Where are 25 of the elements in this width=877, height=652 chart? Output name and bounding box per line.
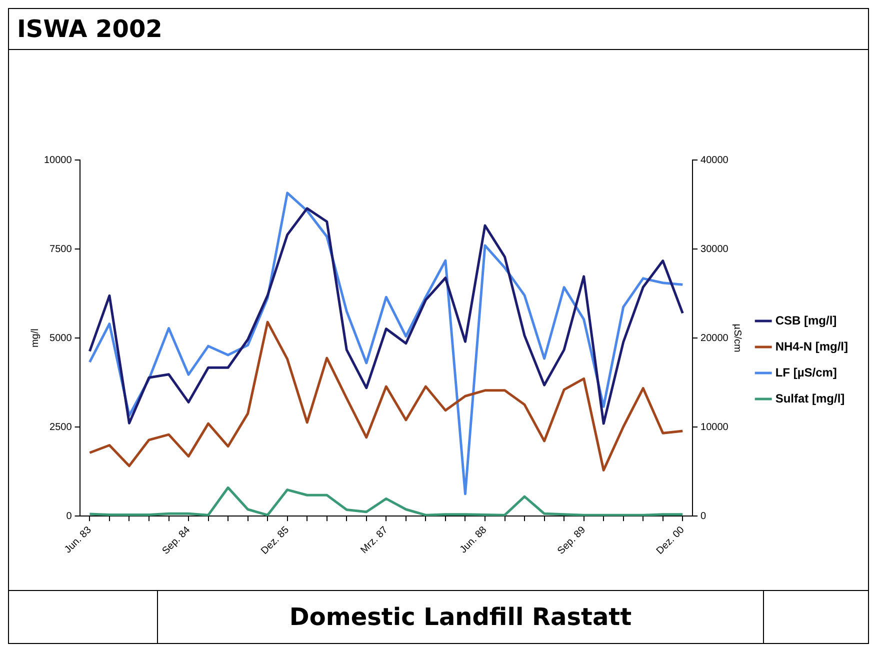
legend-label: Sulfat [mg/l] — [775, 391, 845, 406]
y2-axis-title: µS/cm — [732, 324, 743, 352]
y2-tick-label: 30000 — [700, 244, 729, 255]
x-tick-label: Dez. 85 — [259, 524, 292, 557]
y2-tick-label: 10000 — [700, 422, 729, 433]
chart-title: ISWA 2002 — [9, 9, 868, 50]
legend-label: LF [µS/cm] — [775, 365, 837, 380]
x-tick-label: Sep. 89 — [556, 524, 588, 557]
y2-tick-label: 40000 — [700, 154, 729, 166]
x-tick-label: Jun. 83 — [62, 524, 94, 556]
x-tick-label: Dez. 00 — [654, 524, 688, 557]
y-tick-label: 0 — [66, 510, 72, 522]
y-tick-label: 2500 — [50, 422, 72, 433]
x-tick-label: Sep. 84 — [160, 524, 193, 557]
y2-tick-label: 20000 — [700, 332, 729, 344]
y-axis-title: mg/l — [30, 328, 41, 348]
x-tick-label: Mrz. 87 — [358, 524, 391, 556]
legend-label: CSB [mg/l] — [775, 313, 837, 328]
y-tick-label: 10000 — [44, 154, 72, 166]
y-tick-label: 5000 — [50, 332, 72, 344]
text: Domestic Landfill Rastatt — [288, 602, 633, 633]
y-tick-label: 7500 — [50, 244, 72, 255]
y2-tick-label: 0 — [700, 510, 707, 522]
legend-label: NH4-N [mg/l] — [775, 339, 848, 354]
x-tick-label: Jun. 88 — [458, 524, 490, 556]
